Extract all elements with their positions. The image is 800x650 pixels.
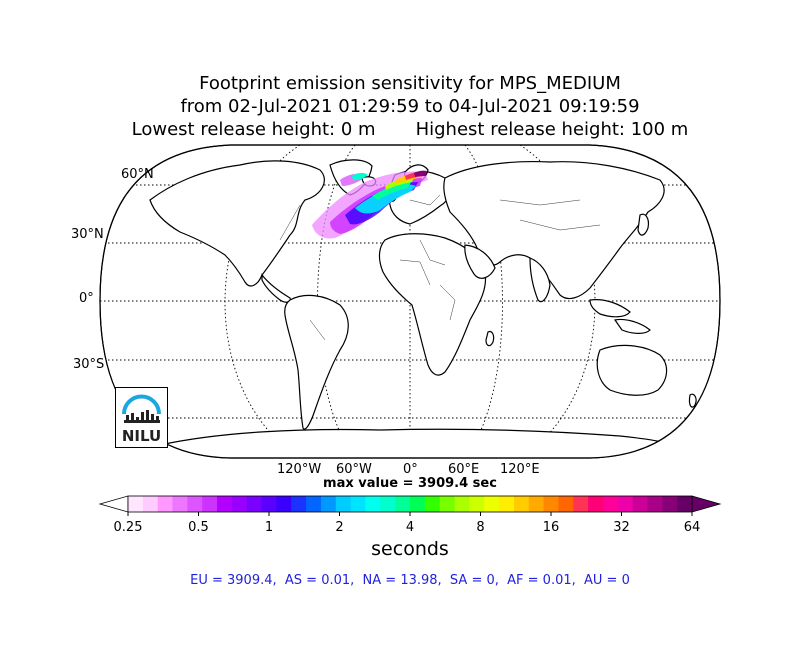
lat-label-0: 0° <box>79 291 94 306</box>
lon-label-120w: 120°W <box>277 462 322 477</box>
colorbar-extend-max <box>691 495 722 513</box>
colorbar-tick-label: 2 <box>335 520 344 535</box>
colorbar-segment <box>246 496 263 512</box>
colorbar-segment <box>424 496 441 512</box>
colorbar-units: seconds <box>371 538 449 560</box>
colorbar-segment <box>320 496 337 512</box>
colorbar <box>98 495 722 516</box>
colorbar-segment <box>469 496 485 512</box>
colorbar-tick-label: 0.5 <box>188 520 209 535</box>
world-map <box>99 144 721 459</box>
colorbar-segment <box>573 496 589 512</box>
colorbar-tick-label: 4 <box>405 520 415 535</box>
lon-label-120e: 120°E <box>500 462 540 477</box>
coastlines <box>138 159 702 458</box>
colorbar-segment <box>395 496 411 512</box>
emission-plume <box>312 170 428 239</box>
colorbar-segment <box>439 496 456 512</box>
colorbar-tick-label: 64 <box>683 520 701 535</box>
colorbar-segment <box>513 496 530 512</box>
lat-label-30n: 30°N <box>71 227 104 242</box>
colorbar-segment <box>231 496 248 512</box>
colorbar-segment <box>291 496 307 512</box>
lat-label-60n: 60°N <box>121 167 154 182</box>
colorbar-tick-label: 8 <box>476 520 485 535</box>
colorbar-segment <box>617 496 634 512</box>
colorbar-segment <box>543 496 559 512</box>
colorbar-segment <box>128 496 144 512</box>
colorbar-segment <box>454 496 470 512</box>
colorbar-tick-label: 32 <box>613 520 630 535</box>
colorbar-segment <box>202 496 218 512</box>
lon-label-0: 0° <box>403 462 418 477</box>
colorbar-segment <box>142 496 159 512</box>
colorbar-segment <box>647 496 663 512</box>
colorbar-segment <box>172 496 188 512</box>
colorbar-segment <box>602 496 619 512</box>
nilu-logo-text: NILU <box>121 427 162 445</box>
colorbar-segment <box>276 496 292 512</box>
max-value-label: max value = 3909.4 sec <box>323 476 497 491</box>
colorbar-segment <box>157 496 174 512</box>
lon-label-60e: 60°E <box>448 462 480 477</box>
nilu-logo-icon <box>122 394 161 423</box>
colorbar-segment <box>306 496 322 512</box>
title-line-2: from 02-Jul-2021 01:29:59 to 04-Jul-2021… <box>180 96 640 117</box>
country-borders <box>279 194 601 341</box>
colorbar-segment <box>677 496 693 512</box>
lon-label-60w: 60°W <box>336 462 372 477</box>
colorbar-extend-min <box>98 495 129 513</box>
lat-label-30s: 30°S <box>73 357 105 372</box>
colorbar-tick-label: 16 <box>542 520 560 535</box>
colorbar-segment <box>365 496 381 512</box>
title-line-1: Footprint emission sensitivity for MPS_M… <box>199 73 621 94</box>
colorbar-tick-label: 0.25 <box>113 520 143 535</box>
colorbar-segment <box>588 496 604 512</box>
title-line-3: Lowest release height: 0 m Highest relea… <box>131 119 689 140</box>
colorbar-segment <box>380 496 396 512</box>
plot-title: Footprint emission sensitivity for MPS_M… <box>0 72 800 141</box>
colorbar-segment <box>410 496 426 512</box>
colorbar-segment <box>217 496 233 512</box>
colorbar-segment <box>335 496 352 512</box>
colorbar-segment <box>261 496 277 512</box>
colorbar-tick-label: 1 <box>264 520 274 535</box>
colorbar-segment <box>558 496 574 512</box>
colorbar-segment <box>632 496 648 512</box>
colorbar-segment <box>187 496 203 512</box>
colorbar-segment <box>499 496 515 512</box>
region-summary: EU = 3909.4, AS = 0.01, NA = 13.98, SA =… <box>190 573 630 588</box>
colorbar-segment <box>662 496 678 512</box>
colorbar-segment <box>350 496 366 512</box>
colorbar-segment <box>484 496 500 512</box>
nilu-logo: NILU <box>115 387 168 448</box>
colorbar-segment <box>528 496 545 512</box>
